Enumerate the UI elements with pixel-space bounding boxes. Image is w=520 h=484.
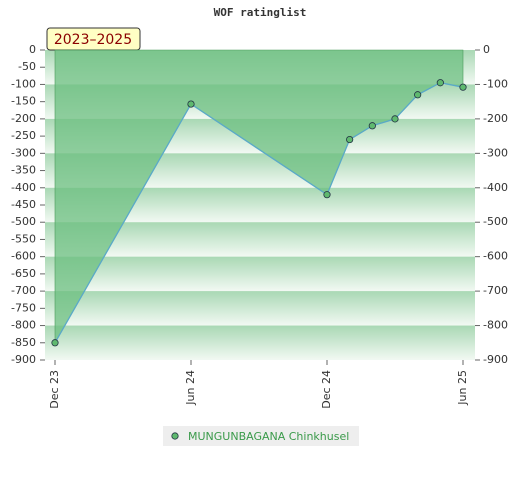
y-tick-label: -700 <box>11 284 36 297</box>
y-tick-label: 0 <box>29 43 36 56</box>
y2-tick-label: -400 <box>483 181 508 194</box>
point <box>368 122 376 130</box>
chart-title: WOF ratinglist <box>214 6 307 19</box>
x-tick-label: Jun 24 <box>184 370 197 406</box>
x-tick-label: Dec 23 <box>48 370 61 409</box>
y-tick-label: -200 <box>11 112 36 125</box>
point <box>51 339 59 347</box>
point <box>187 100 195 108</box>
y-tick-label: -400 <box>11 181 36 194</box>
x-tick-label: Jun 25 <box>456 370 469 406</box>
point <box>436 79 444 87</box>
y-tick-label: -900 <box>11 353 36 366</box>
legend-box <box>163 426 359 446</box>
y2-tick-label: -900 <box>483 353 508 366</box>
y-tick-label: -150 <box>11 95 36 108</box>
y-tick-label: -100 <box>11 77 36 90</box>
x-tick-label: Dec 24 <box>320 370 333 409</box>
y2-tick-label: 0 <box>483 43 490 56</box>
y-tick-label: -350 <box>11 164 36 177</box>
point <box>346 135 354 144</box>
point <box>391 115 399 123</box>
y-tick-label: -500 <box>11 215 36 228</box>
point <box>414 91 422 99</box>
legend-label: MUNGUNBAGANA Chinkhusel <box>188 430 349 443</box>
y2-tick-label: -600 <box>483 250 508 263</box>
y-tick-label: -250 <box>11 129 36 142</box>
point <box>323 191 331 199</box>
y2-tick-label: -100 <box>483 77 508 90</box>
y-tick-label: -50 <box>18 60 36 73</box>
y2-tick-label: -700 <box>483 284 508 297</box>
y2-tick-label: -500 <box>483 215 508 228</box>
y2-tick-label: -800 <box>483 319 508 332</box>
y-tick-label: -850 <box>11 336 36 349</box>
y-tick-label: -750 <box>11 301 36 314</box>
y-tick-label: -600 <box>11 250 36 263</box>
y2-tick-label: -200 <box>483 112 508 125</box>
y-tick-label: -550 <box>11 232 36 245</box>
legend-marker <box>171 432 179 440</box>
point <box>459 83 467 91</box>
annotation: 2023–2025 <box>54 32 132 48</box>
y-tick-label: -450 <box>11 198 36 211</box>
y-tick-label: -300 <box>11 146 36 159</box>
y-tick-label: -800 <box>11 319 36 332</box>
y2-tick-label: -300 <box>483 146 508 159</box>
y-tick-label: -650 <box>11 267 36 280</box>
